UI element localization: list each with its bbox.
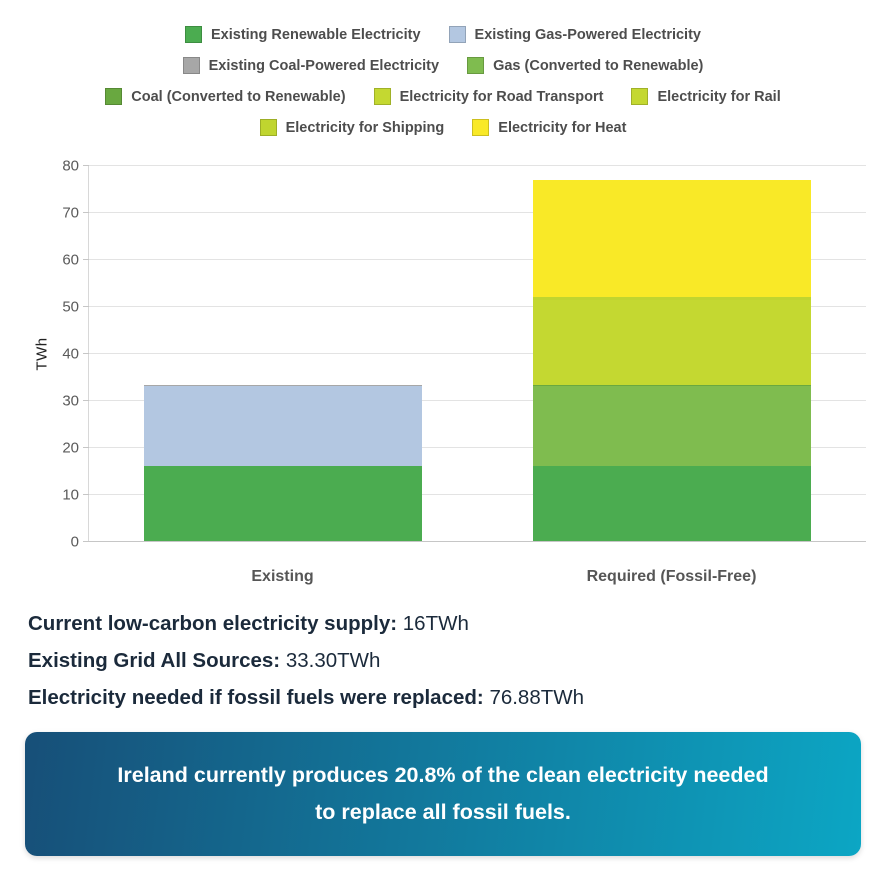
y-tick-label: 30 [62,392,79,410]
y-tick-mark [83,447,89,448]
gridline [89,447,866,448]
y-tick-mark [83,400,89,401]
stats-summary: Current low-carbon electricity supply: 1… [28,612,584,710]
y-tick-mark [83,494,89,495]
banner-text-line1: Ireland currently produces 20.8% of the … [117,763,769,787]
legend-item[interactable]: Gas (Converted to Renewable) [467,57,703,74]
stat-label: Electricity needed if fossil fuels were … [28,686,484,709]
bar-segment-existing-renewable-electricity [144,465,423,541]
legend-label: Existing Coal-Powered Electricity [208,57,440,74]
y-tick-mark [83,306,89,307]
stat-value: 33.30TWh [285,649,381,672]
bar-segment-existing-coal-powered-electricity [144,384,423,386]
legend-label: Existing Gas-Powered Electricity [474,26,701,43]
bar-required-fossil-free- [532,165,811,541]
stat-label: Current low-carbon electricity supply: [28,612,398,635]
legend-label: Electricity for Heat [498,119,627,136]
gridline [89,212,866,213]
gridline [89,306,866,307]
legend-swatch-icon [259,119,277,136]
legend-label: Coal (Converted to Renewable) [131,88,346,105]
y-tick-label: 40 [62,345,79,363]
bar-segment-coal-converted-to-renewable- [532,384,811,386]
legend-label: Gas (Converted to Renewable) [493,57,704,74]
y-tick-label: 10 [62,486,79,504]
legend-label: Electricity for Rail [657,88,781,105]
bar-segment-gas-converted-to-renewable- [532,385,811,466]
bar-segment-existing-gas-powered-electricity [144,385,423,466]
y-tick-mark [83,541,89,542]
legend-label: Existing Renewable Electricity [211,26,421,43]
y-tick-label: 20 [62,439,79,457]
y-tick-label: 0 [70,533,79,551]
bar-segment-existing-renewable-electricity [532,465,811,541]
stat-value: 76.88TWh [489,686,585,709]
plot-area: 0 10 20 30 40 50 60 70 80 [62,158,866,551]
bar-segment-electricity-for-heat [532,179,811,298]
x-axis-label: Required (Fossil-Free) [586,568,757,585]
legend-swatch-icon [105,88,123,105]
legend-label: Electricity for Road Transport [399,88,604,105]
y-tick-label: 60 [62,251,79,269]
chart-legend: Existing Renewable Electricity Existing G… [0,26,886,136]
legend-item[interactable]: Existing Gas-Powered Electricity [448,26,701,43]
legend-row: Existing Renewable Electricity Existing G… [185,26,701,43]
legend-item[interactable]: Electricity for Shipping [259,119,445,136]
legend-swatch-icon [373,88,391,105]
legend-swatch-icon [448,26,466,43]
legend-item[interactable]: Existing Renewable Electricity [185,26,421,43]
stat-line: Current low-carbon electricity supply: 1… [28,612,584,636]
y-axis-title: TWh [33,337,51,371]
gridline [89,400,866,401]
legend-item[interactable]: Existing Coal-Powered Electricity [182,57,440,74]
legend-row: Coal (Converted to Renewable) Electricity… [105,88,781,105]
legend-swatch-icon [182,57,200,74]
legend-item[interactable]: Electricity for Heat [472,119,626,136]
y-tick-mark [83,353,89,354]
legend-row: Electricity for Shipping Electricity for … [259,119,626,136]
y-tick-label: 80 [62,157,79,175]
legend-swatch-icon [467,57,485,74]
x-axis-line [89,541,866,542]
gridline [89,353,866,354]
banner-text-line2: to replace all fossil fuels. [315,800,571,824]
stat-line: Existing Grid All Sources: 33.30TWh [28,649,584,673]
bar-existing [144,165,423,541]
legend-swatch-icon [472,119,490,136]
stat-line: Electricity needed if fossil fuels were … [28,686,584,710]
summary-banner: Ireland currently produces 20.8% of the … [25,732,861,856]
gridline [89,494,866,495]
x-axis-label: Existing [251,568,314,585]
bar-segment-electricity-for-shipping [532,297,811,301]
bar-segment-electricity-for-rail [532,300,811,303]
bar-segment-electricity-for-road-transport [532,302,811,385]
legend-swatch-icon [631,88,649,105]
y-tick-mark [83,165,89,166]
legend-row: Existing Coal-Powered Electricity Gas (Co… [182,57,703,74]
legend-swatch-icon [185,26,202,43]
legend-item[interactable]: Electricity for Rail [631,88,781,105]
stat-label: Existing Grid All Sources: [28,649,281,672]
gridline [89,259,866,260]
y-tick-mark [83,259,89,260]
legend-label: Electricity for Shipping [285,119,445,136]
y-tick-label: 70 [62,204,79,222]
y-tick-label: 50 [62,298,79,316]
gridline [89,165,866,166]
legend-item[interactable]: Coal (Converted to Renewable) [105,88,346,105]
stat-value: 16TWh [402,612,469,635]
legend-item[interactable]: Electricity for Road Transport [373,88,604,105]
y-tick-mark [83,212,89,213]
